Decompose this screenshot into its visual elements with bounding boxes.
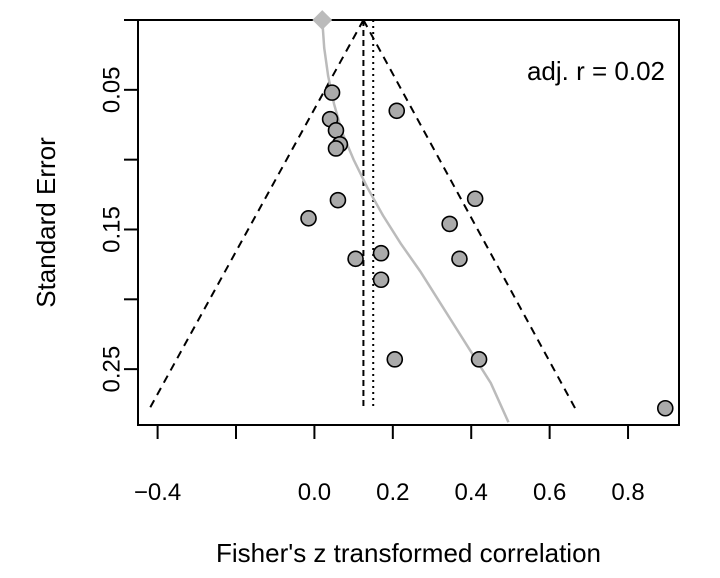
y-tick-label-1: 0.15 <box>99 206 126 253</box>
data-point-13 <box>372 271 390 289</box>
data-point-1 <box>388 102 406 120</box>
funnel-left-boundary <box>148 19 365 409</box>
x-axis-title: Fisher's z transformed correlation <box>216 538 601 568</box>
data-points <box>300 84 674 417</box>
adjusted-r-annotation: adj. r = 0.02 <box>527 56 665 86</box>
y-axis: 0.05 0.15 0.25 <box>99 19 139 393</box>
data-point-14 <box>386 351 404 368</box>
y-tick-label-0: 0.05 <box>99 66 126 113</box>
data-point-11 <box>347 250 364 268</box>
data-point-9 <box>441 215 458 233</box>
data-point-8 <box>300 210 317 227</box>
funnel-right-boundary <box>362 19 576 409</box>
data-point-6 <box>329 191 347 209</box>
data-point-0 <box>323 84 341 101</box>
data-point-15 <box>470 351 488 368</box>
data-point-7 <box>466 190 484 208</box>
x-tick-label-4: 0.6 <box>533 479 566 506</box>
y-tick-label-2: 0.25 <box>99 346 126 393</box>
x-tick-label-3: 0.4 <box>455 479 488 506</box>
data-point-10 <box>372 244 390 262</box>
adjusted-estimate-marker <box>312 10 333 30</box>
x-tick-label-0: −0.4 <box>134 479 181 506</box>
x-axis: −0.4 0.0 0.2 0.4 0.6 0.8 <box>134 424 645 506</box>
x-tick-label-2: 0.2 <box>376 479 409 506</box>
y-axis-title: Standard Error <box>31 137 61 308</box>
x-tick-label-5: 0.8 <box>611 479 644 506</box>
data-point-16 <box>656 399 674 417</box>
data-point-3 <box>327 122 345 139</box>
plot-area: adj. r = 0.02 <box>137 10 680 426</box>
x-tick-label-1: 0.0 <box>298 479 331 506</box>
data-point-12 <box>451 250 468 268</box>
data-point-5 <box>327 140 345 157</box>
